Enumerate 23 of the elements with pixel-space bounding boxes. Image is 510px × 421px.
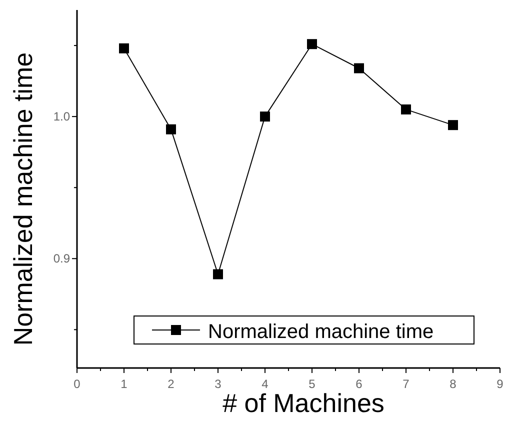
point (213, 269, 223, 280)
point (166, 124, 176, 134)
x-tick-label: 8 (450, 377, 457, 391)
x-tick-label: 9 (496, 377, 504, 391)
x-tick-label: 6 (356, 377, 363, 391)
x-tick-label: 4 (262, 377, 269, 391)
point (354, 63, 364, 74)
y-axis-title: Normalized machine time (8, 52, 38, 346)
point (260, 112, 270, 122)
x-tick-label: 7 (402, 377, 410, 391)
y-tick-label: 0.9 (53, 252, 70, 266)
point (448, 120, 458, 130)
x-tick-label: 3 (214, 377, 222, 391)
point (401, 104, 411, 114)
point (119, 43, 129, 54)
y-tick-label: 1.0 (53, 110, 70, 124)
x-axis-title: # of Machines (222, 388, 384, 418)
x-tick-label: 5 (308, 377, 316, 391)
x-tick-label: 2 (168, 377, 175, 391)
legend-label: Normalized machine time (208, 321, 434, 343)
point (307, 39, 317, 50)
x-tick-label: 1 (120, 377, 128, 391)
x-tick-label: 0 (74, 377, 81, 391)
